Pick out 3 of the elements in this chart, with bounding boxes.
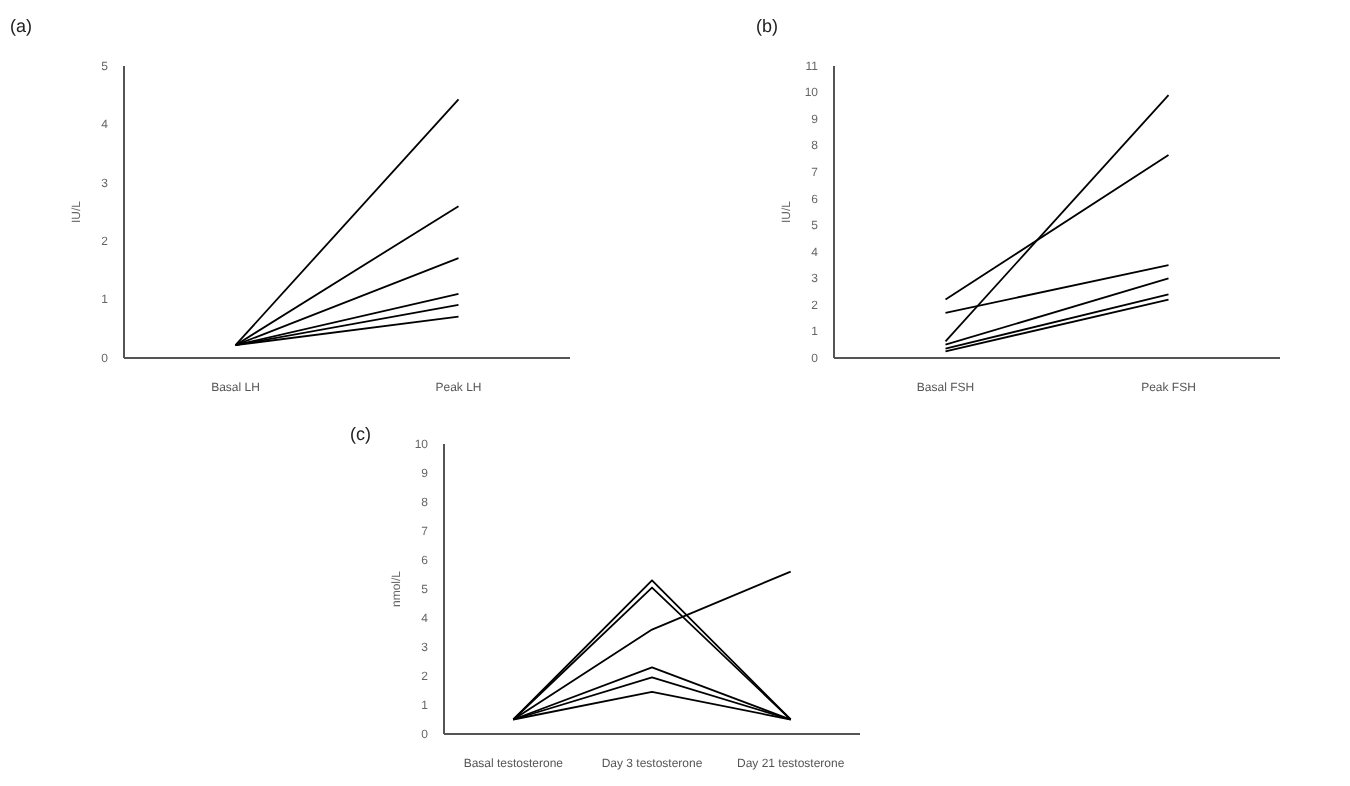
chart-title: (a) xyxy=(10,16,32,36)
chart-title: (c) xyxy=(350,424,371,444)
chart-title: (b) xyxy=(756,16,778,36)
